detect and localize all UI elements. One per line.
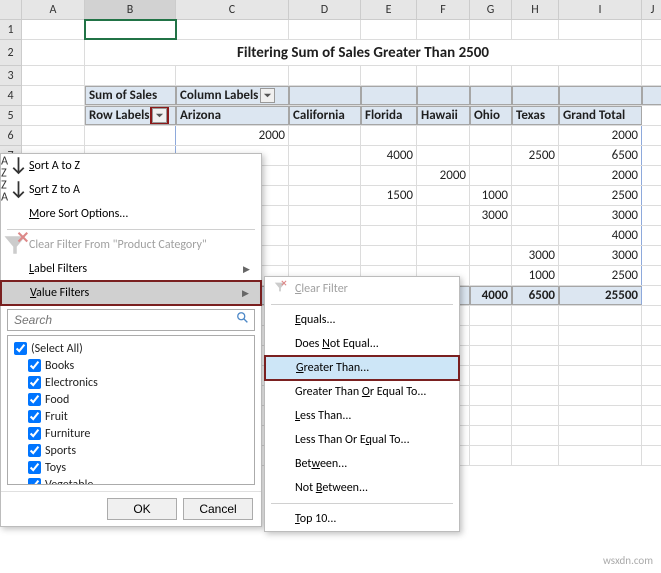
submenu-arrow-icon: ▶ bbox=[242, 288, 260, 299]
filter-item[interactable]: Toys bbox=[14, 459, 248, 476]
search-input[interactable] bbox=[8, 313, 232, 327]
col-header-E[interactable]: E bbox=[361, 0, 417, 20]
row-header-5[interactable]: 5 bbox=[0, 106, 22, 126]
sort-az[interactable]: AZ Sort A to Z bbox=[1, 154, 261, 178]
does-not-equal[interactable]: Does Not Equal... bbox=[265, 332, 459, 356]
filter-item[interactable]: Fruit bbox=[14, 408, 248, 425]
filter-item[interactable]: Electronics bbox=[14, 374, 248, 391]
row-header-2[interactable]: 2 bbox=[0, 40, 22, 66]
label-filters[interactable]: Label Filters ▶ bbox=[1, 257, 261, 281]
svg-text:A: A bbox=[1, 190, 9, 205]
sort-za[interactable]: ZA Sort Z to A bbox=[1, 178, 261, 202]
clear-filter: Clear Filter From "Product Category" bbox=[1, 233, 261, 257]
sort-za-icon: ZA bbox=[1, 176, 29, 204]
clear-filter-label: Clear Filter From "Product Category" bbox=[29, 238, 261, 252]
value-filters-submenu: Clear Filter Equals... Does Not Equal...… bbox=[264, 276, 460, 532]
filter-item[interactable]: (Select All) bbox=[14, 340, 248, 357]
less-than[interactable]: Less Than... bbox=[265, 404, 459, 428]
search-box[interactable] bbox=[7, 309, 255, 331]
search-icon bbox=[232, 311, 254, 329]
col-header-F[interactable]: F bbox=[417, 0, 470, 20]
col-california[interactable]: California bbox=[289, 106, 361, 125]
row-header-1[interactable]: 1 bbox=[0, 20, 22, 40]
row-labels-filter[interactable] bbox=[152, 108, 167, 123]
col-hawaii[interactable]: Hawaii bbox=[417, 106, 470, 125]
col-header-C[interactable]: C bbox=[176, 0, 289, 20]
row-header-3[interactable]: 3 bbox=[0, 66, 22, 86]
col-header-J[interactable]: J bbox=[642, 0, 661, 20]
row-labels[interactable]: Row Labels bbox=[85, 106, 176, 125]
filter-item[interactable]: Books bbox=[14, 357, 248, 374]
filter-menu: AZ Sort A to Z ZA Sort Z to A More Sort … bbox=[0, 153, 262, 527]
equals[interactable]: Equals... bbox=[265, 308, 459, 332]
top-10[interactable]: Top 10... bbox=[265, 507, 459, 531]
col-grand-total[interactable]: Grand Total bbox=[559, 106, 642, 125]
clear-filter-icon bbox=[273, 280, 295, 298]
column-labels-filter[interactable] bbox=[260, 88, 275, 103]
col-header-G[interactable]: G bbox=[470, 0, 512, 20]
page-title[interactable]: Filtering Sum of Sales Greater Than 2500 bbox=[85, 40, 642, 65]
ok-button[interactable]: OK bbox=[107, 498, 177, 520]
submenu-clear-filter: Clear Filter bbox=[265, 277, 459, 301]
clear-filter-label: Clear Filter bbox=[295, 282, 459, 296]
between[interactable]: Between... bbox=[265, 452, 459, 476]
sort-za-label: Sort Z to A bbox=[29, 183, 261, 197]
filter-item[interactable]: Food bbox=[14, 391, 248, 408]
submenu-arrow-icon: ▶ bbox=[243, 264, 261, 275]
row-header-4[interactable]: 4 bbox=[0, 86, 22, 106]
value-filters-label: Value Filters bbox=[30, 286, 242, 300]
label-filters-label: Label Filters bbox=[29, 262, 243, 276]
clear-filter-icon bbox=[1, 231, 29, 259]
col-arizona[interactable]: Arizona bbox=[176, 106, 289, 125]
not-between[interactable]: Not Between... bbox=[265, 476, 459, 500]
column-labels[interactable]: Column Labels bbox=[176, 86, 289, 105]
col-header-I[interactable]: I bbox=[559, 0, 642, 20]
value-filters[interactable]: Value Filters ▶ bbox=[1, 281, 261, 305]
filter-checklist: (Select All)BooksElectronicsFoodFruitFur… bbox=[7, 335, 255, 485]
watermark: wsxdn.com bbox=[603, 554, 653, 567]
filter-item[interactable]: Sports bbox=[14, 442, 248, 459]
cancel-button[interactable]: Cancel bbox=[183, 498, 253, 520]
more-sort-label: More Sort Options... bbox=[29, 207, 261, 221]
col-header-H[interactable]: H bbox=[512, 0, 559, 20]
col-ohio[interactable]: Ohio bbox=[470, 106, 512, 125]
greater-than[interactable]: Greater Than... bbox=[265, 356, 459, 380]
col-header-B[interactable]: B bbox=[85, 0, 176, 20]
col-florida[interactable]: Florida bbox=[361, 106, 417, 125]
row-header-6[interactable]: 6 bbox=[0, 126, 22, 146]
selected-cell[interactable] bbox=[85, 20, 176, 39]
col-header-D[interactable]: D bbox=[289, 0, 361, 20]
filter-item[interactable]: Vegetable bbox=[14, 476, 248, 485]
col-texas[interactable]: Texas bbox=[512, 106, 559, 125]
sum-of-sales-label[interactable]: Sum of Sales bbox=[85, 86, 176, 105]
less-than-or-equal[interactable]: Less Than Or Equal To... bbox=[265, 428, 459, 452]
col-header-A[interactable]: A bbox=[22, 0, 85, 20]
sort-az-label: Sort A to Z bbox=[29, 159, 261, 173]
select-all-corner[interactable] bbox=[0, 0, 22, 20]
filter-item[interactable]: Furniture bbox=[14, 425, 248, 442]
more-sort[interactable]: More Sort Options... bbox=[1, 202, 261, 226]
greater-than-or-equal[interactable]: Greater Than Or Equal To... bbox=[265, 380, 459, 404]
column-headers: ABCDEFGHIJ bbox=[0, 0, 661, 20]
